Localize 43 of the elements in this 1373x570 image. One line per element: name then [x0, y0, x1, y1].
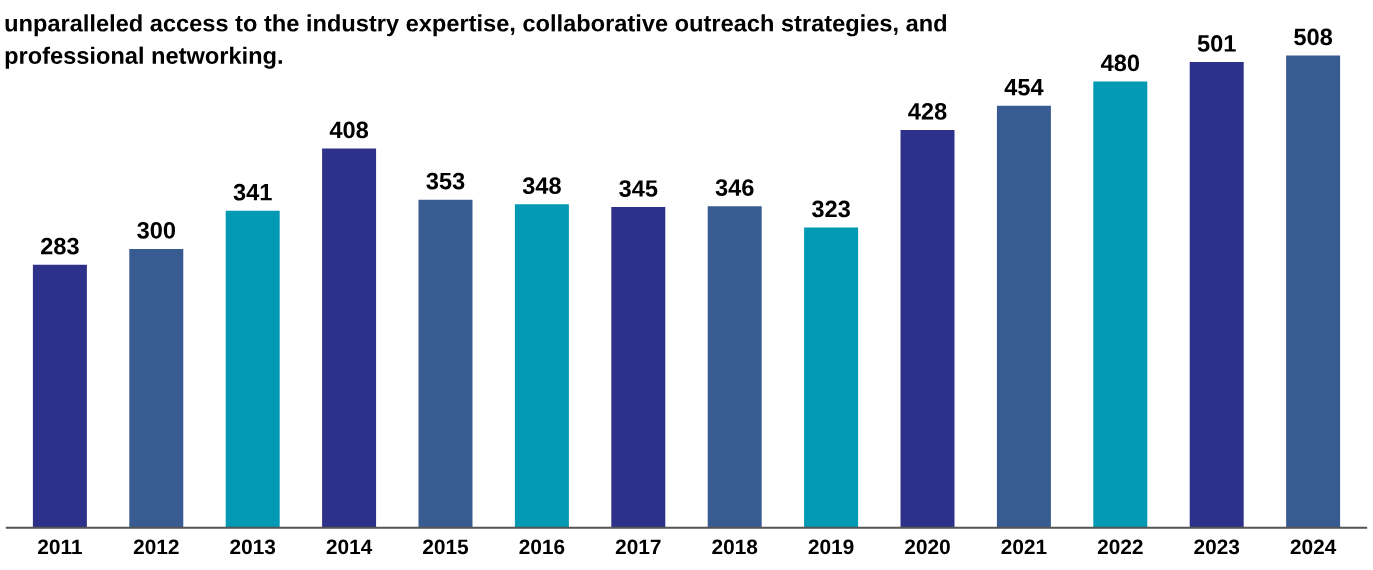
bar [707, 206, 762, 528]
data-label: 300 [137, 221, 176, 239]
bar [611, 207, 666, 528]
x-tick-label: 2022 [1097, 539, 1143, 555]
x-tick-label: 2013 [230, 539, 276, 555]
data-label: 480 [1100, 54, 1140, 72]
x-tick-label: 2017 [615, 539, 661, 555]
data-label: 428 [908, 102, 947, 120]
bar [514, 204, 569, 528]
data-label: 345 [619, 180, 658, 197]
x-tick-label: 2016 [519, 539, 565, 555]
data-label: 348 [522, 177, 561, 195]
x-tick-label: 2023 [1194, 539, 1240, 555]
bar [32, 264, 87, 528]
data-label: 341 [233, 183, 272, 201]
bar [1093, 81, 1148, 528]
x-tick-label: 2018 [712, 539, 758, 555]
bar [900, 129, 955, 528]
x-tick-label: 2020 [905, 539, 950, 555]
data-label: 408 [329, 121, 369, 139]
chart-title: unparalleled access to the industry expertise, collaborative outreach strategies, and professional networking. [5, 14, 947, 69]
x-tick-label: 2021 [1001, 539, 1047, 555]
data-label: 283 [41, 237, 79, 255]
bar [418, 199, 473, 528]
data-label: 454 [1004, 79, 1044, 96]
x-tick-label: 2012 [133, 539, 179, 555]
x-tick-label: 2015 [423, 539, 469, 555]
x-tick-label: 2019 [808, 539, 854, 555]
data-label: 501 [1197, 35, 1236, 52]
bar [996, 105, 1051, 528]
bar [1189, 62, 1244, 528]
x-tick-label: 2011 [38, 539, 82, 555]
data-label: 353 [426, 172, 465, 190]
x-tick-label: 2024 [1290, 539, 1337, 555]
bar [225, 210, 280, 528]
x-tick-label: 2014 [326, 539, 373, 555]
bar [322, 148, 377, 528]
bar [129, 248, 184, 528]
bar [804, 227, 859, 528]
data-label: 323 [811, 200, 850, 218]
bar [1286, 55, 1341, 528]
data-label: 508 [1294, 28, 1333, 46]
data-label: 346 [715, 179, 754, 196]
